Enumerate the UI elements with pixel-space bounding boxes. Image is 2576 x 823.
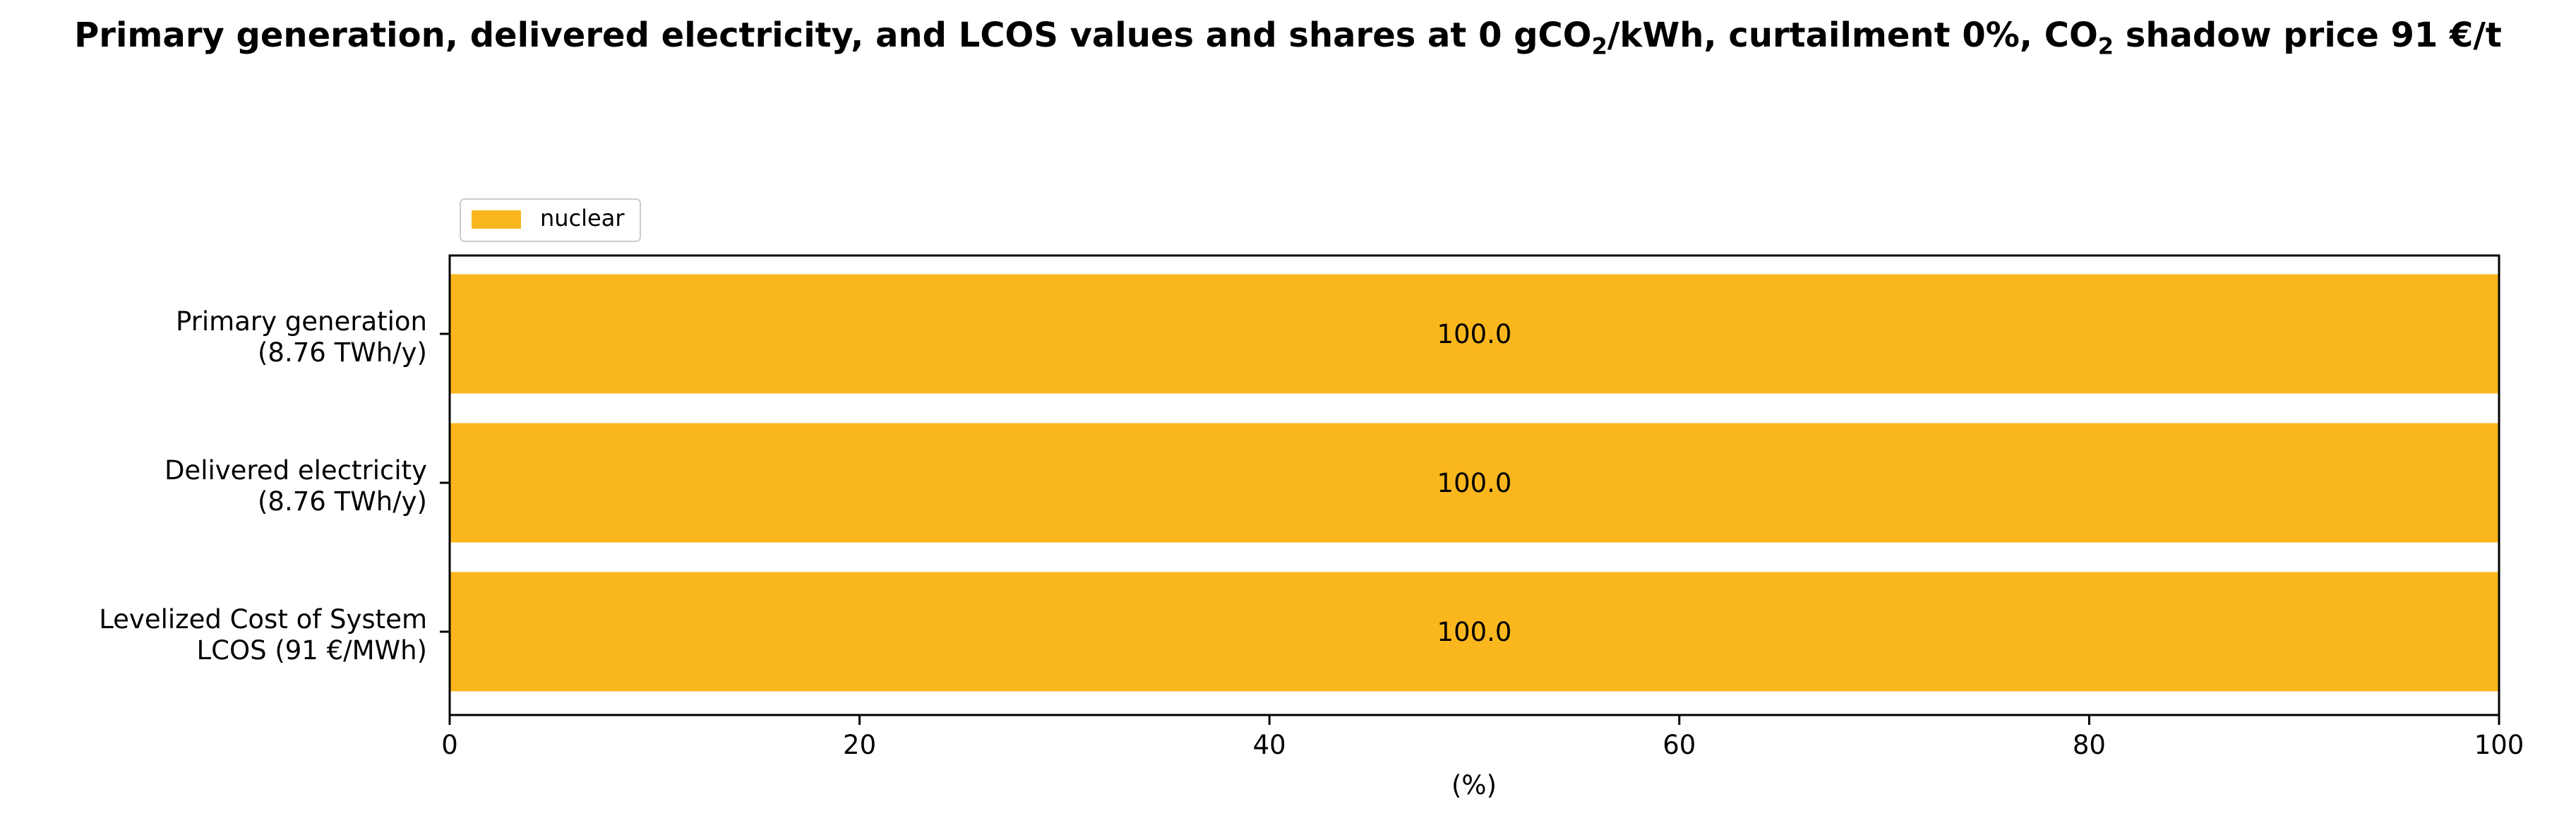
ticks-layer: Primary generation (8.76 TWh/y) Delivered … [99,306,2524,760]
y-tick-label: Levelized Cost of System LCOS (91 €/MWh) [99,604,427,666]
chart-title: Primary generation, delivered electricit… [74,16,2502,60]
bar-nuclear-2 [450,572,2499,692]
bar-nuclear-0 [450,274,2499,394]
legend-box [460,198,641,242]
y-tick-label: Primary generation (8.76 TWh/y) [176,306,427,368]
bar-value-label: 100.0 [1437,617,1512,647]
x-tick-label: 0 [441,730,458,760]
x-tick-label: 60 [1663,730,1696,760]
x-tick-label: 40 [1253,730,1286,760]
bar-value-label: 100.0 [1437,319,1512,349]
legend-swatch-nuclear [472,210,521,229]
legend: nuclear [460,198,641,242]
x-tick-label: 100 [2474,730,2524,760]
bar-nuclear-1 [450,423,2499,543]
x-tick-label: 20 [843,730,876,760]
x-axis-label: (%) [1451,770,1497,800]
bars-layer: 100.0 100.0 100.0 [450,274,2499,692]
x-tick-label: 80 [2073,730,2106,760]
plot-frame [448,254,2500,716]
bar-value-label: 100.0 [1437,468,1512,498]
legend-label-nuclear: nuclear [540,205,625,232]
y-tick-label: Delivered electricity (8.76 TWh/y) [164,455,427,517]
